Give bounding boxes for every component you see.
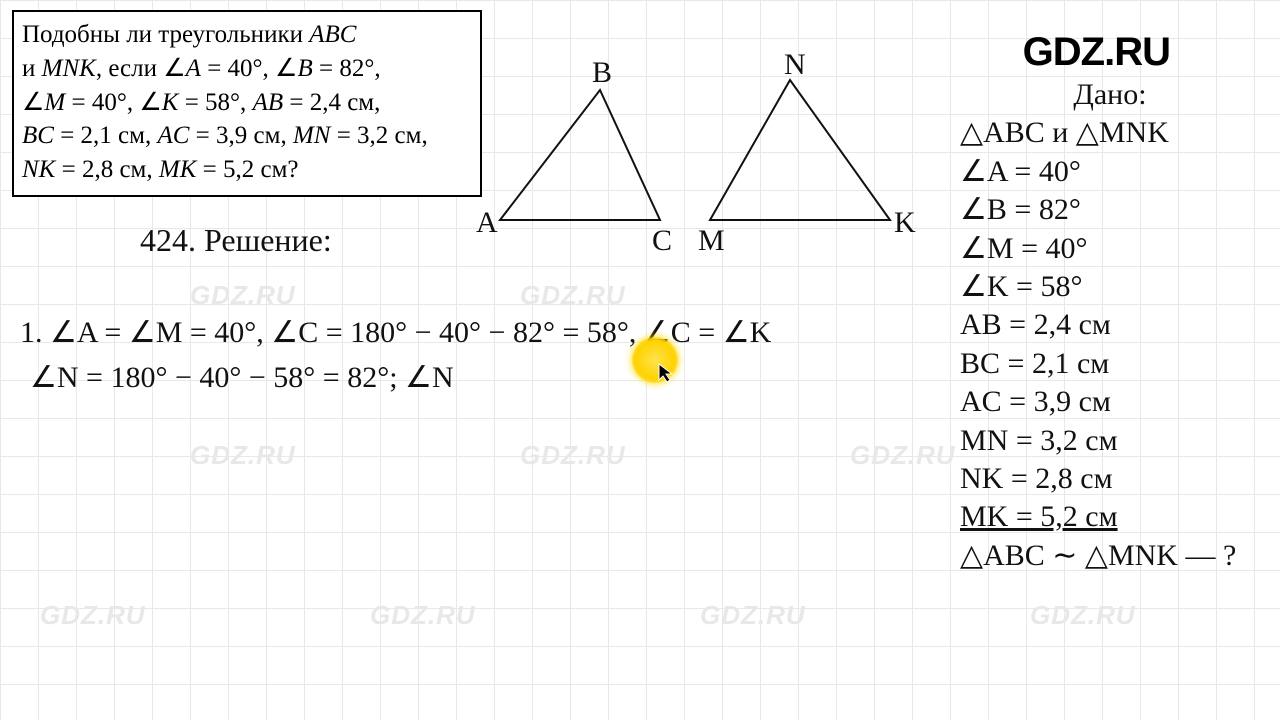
t4c: = 3,2 см,: [330, 122, 427, 149]
lbl-K: K: [162, 89, 179, 116]
given-l1: △ABC и △MNK: [960, 114, 1260, 152]
given-title: Дано:: [960, 76, 1260, 114]
t2c: = 40°, ∠: [201, 55, 298, 82]
solution-line-2: ∠N = 180° − 40° − 58° = 82°; ∠N: [30, 360, 454, 395]
svg-text:M: M: [698, 224, 725, 257]
t5a: = 2,8 см,: [55, 156, 159, 183]
given-l4: ∠M = 40°: [960, 230, 1260, 268]
given-l5: ∠K = 58°: [960, 268, 1260, 306]
solution-header: 424. Решение:: [140, 222, 332, 259]
t3a: ∠: [22, 89, 44, 116]
given-l12: △ABC ∼ △MNK — ?: [960, 537, 1260, 575]
lbl-A: A: [186, 55, 201, 82]
lbl-MK: MK: [159, 156, 197, 183]
t5b: = 5,2 см?: [196, 156, 298, 183]
given-l7: BC = 2,1 см: [960, 345, 1260, 383]
given-l8: AC = 3,9 см: [960, 383, 1260, 421]
lbl-AC: AC: [157, 122, 189, 149]
lbl-BC: BC: [22, 122, 54, 149]
lbl-MN: MN: [293, 122, 331, 149]
problem-line2a: и: [22, 55, 42, 82]
cursor-arrow-icon: [657, 362, 677, 384]
given-l2: ∠A = 40°: [960, 153, 1260, 191]
given-l11: MK = 5,2 см: [960, 498, 1260, 536]
site-logo: GDZ.RU: [1023, 30, 1170, 75]
given-l9: MN = 3,2 см: [960, 422, 1260, 460]
given-column: Дано: △ABC и △MNK ∠A = 40° ∠B = 82° ∠M =…: [960, 76, 1260, 575]
given-l10: NK = 2,8 см: [960, 460, 1260, 498]
t4b: = 3,9 см,: [189, 122, 293, 149]
problem-line2b: , если ∠: [96, 55, 186, 82]
t3d: = 2,4 см,: [283, 89, 380, 116]
lbl-NK: NK: [22, 156, 55, 183]
problem-line1: Подобны ли треугольники: [22, 21, 309, 48]
svg-text:B: B: [592, 56, 612, 89]
t3b: = 40°, ∠: [65, 89, 162, 116]
given-l3: ∠B = 82°: [960, 191, 1260, 229]
lbl-AB: AB: [253, 89, 284, 116]
t3c: = 58°,: [178, 89, 252, 116]
given-l6: AB = 2,4 см: [960, 306, 1260, 344]
svg-text:N: N: [784, 48, 806, 81]
problem-mnk: MNK: [42, 55, 96, 82]
t2d: = 82°,: [313, 55, 381, 82]
t4a: = 2,1 см,: [54, 122, 158, 149]
lbl-M: M: [44, 89, 65, 116]
lbl-B: B: [297, 55, 312, 82]
problem-statement: Подобны ли треугольники ABC и MNK, если …: [12, 10, 482, 197]
svg-text:C: C: [652, 224, 672, 257]
problem-abc: ABC: [309, 21, 356, 48]
svg-text:A: A: [476, 206, 498, 239]
svg-text:K: K: [894, 206, 916, 239]
triangle-diagram: ABCMNK: [490, 80, 920, 260]
